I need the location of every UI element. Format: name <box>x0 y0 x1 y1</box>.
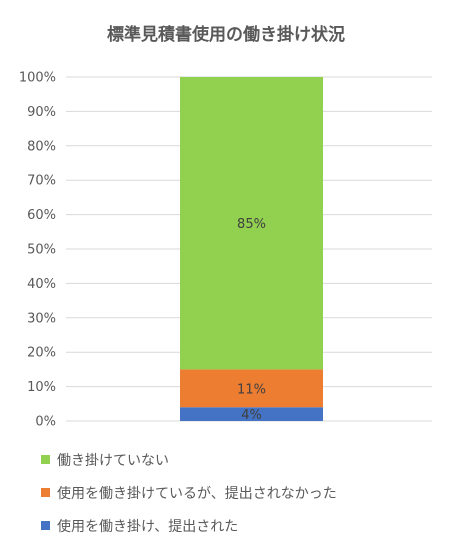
y-tick-label: 70% <box>27 174 56 189</box>
y-tick-label: 80% <box>27 139 56 154</box>
data-label: 85% <box>237 217 266 232</box>
bar-segment <box>180 369 323 408</box>
data-label: 4% <box>241 408 262 423</box>
legend-label: 働き掛けていない <box>57 453 169 469</box>
y-tick-label: 0% <box>35 415 56 430</box>
legend-swatch <box>41 488 50 497</box>
legend-swatch <box>41 455 50 464</box>
y-tick-label: 50% <box>27 243 56 258</box>
bar-segment <box>180 77 323 370</box>
y-tick-label: 60% <box>27 208 56 223</box>
bar-segment <box>180 407 323 421</box>
y-tick-label: 100% <box>19 71 56 86</box>
y-tick-label: 40% <box>27 277 56 292</box>
legend-label: 使用を働き掛け、提出された <box>57 518 238 535</box>
y-tick-label: 30% <box>27 311 56 326</box>
data-label: 11% <box>237 382 266 397</box>
y-tick-label: 10% <box>27 380 56 395</box>
data-labels: 4% 11% 85% <box>237 217 266 423</box>
legend-label: 使用を働き掛けているが、提出されなかった <box>57 485 337 502</box>
y-tick-label: 20% <box>27 346 56 361</box>
bar-segments <box>180 77 323 421</box>
y-tick-label: 90% <box>27 105 56 120</box>
y-axis-ticks: 0% 10% 20% 30% 40% 50% 60% 70% 80% 90% 100% <box>19 71 56 430</box>
legend: 働き掛けていない使用を働き掛けているが、提出されなかった使用を働き掛け、提出され… <box>41 453 337 535</box>
chart-title: 標準見積書使用の働き掛け状況 <box>107 24 345 45</box>
legend-swatch <box>41 521 50 530</box>
